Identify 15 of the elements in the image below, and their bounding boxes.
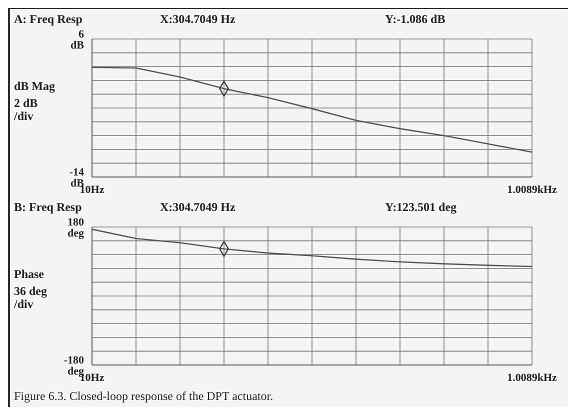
y-tick-label: 180 deg	[68, 216, 84, 240]
chart-title: A: Freq Resp	[14, 12, 82, 27]
y-axis-title: dB Mag	[14, 79, 56, 94]
x-tick-label: 1.0089kHz	[507, 372, 558, 384]
chart-title: B: Freq Resp	[14, 200, 82, 215]
x-tick-label: 1.0089kHz	[507, 184, 558, 196]
text: Y:-1.086 dB	[385, 12, 446, 27]
text: X:304.7049 Hz	[160, 200, 236, 215]
caption: Figure 6.3. Closed-loop response of the DPT actuator.	[14, 389, 274, 404]
text: X:304.7049 Hz	[160, 12, 236, 27]
text: 2 dB /div	[14, 96, 39, 123]
text: 36 deg /div	[14, 284, 48, 311]
y-axis-title: Phase	[14, 267, 44, 282]
y-tick-label: 6 dB	[70, 28, 85, 52]
text: Y:123.501 deg	[385, 200, 457, 215]
